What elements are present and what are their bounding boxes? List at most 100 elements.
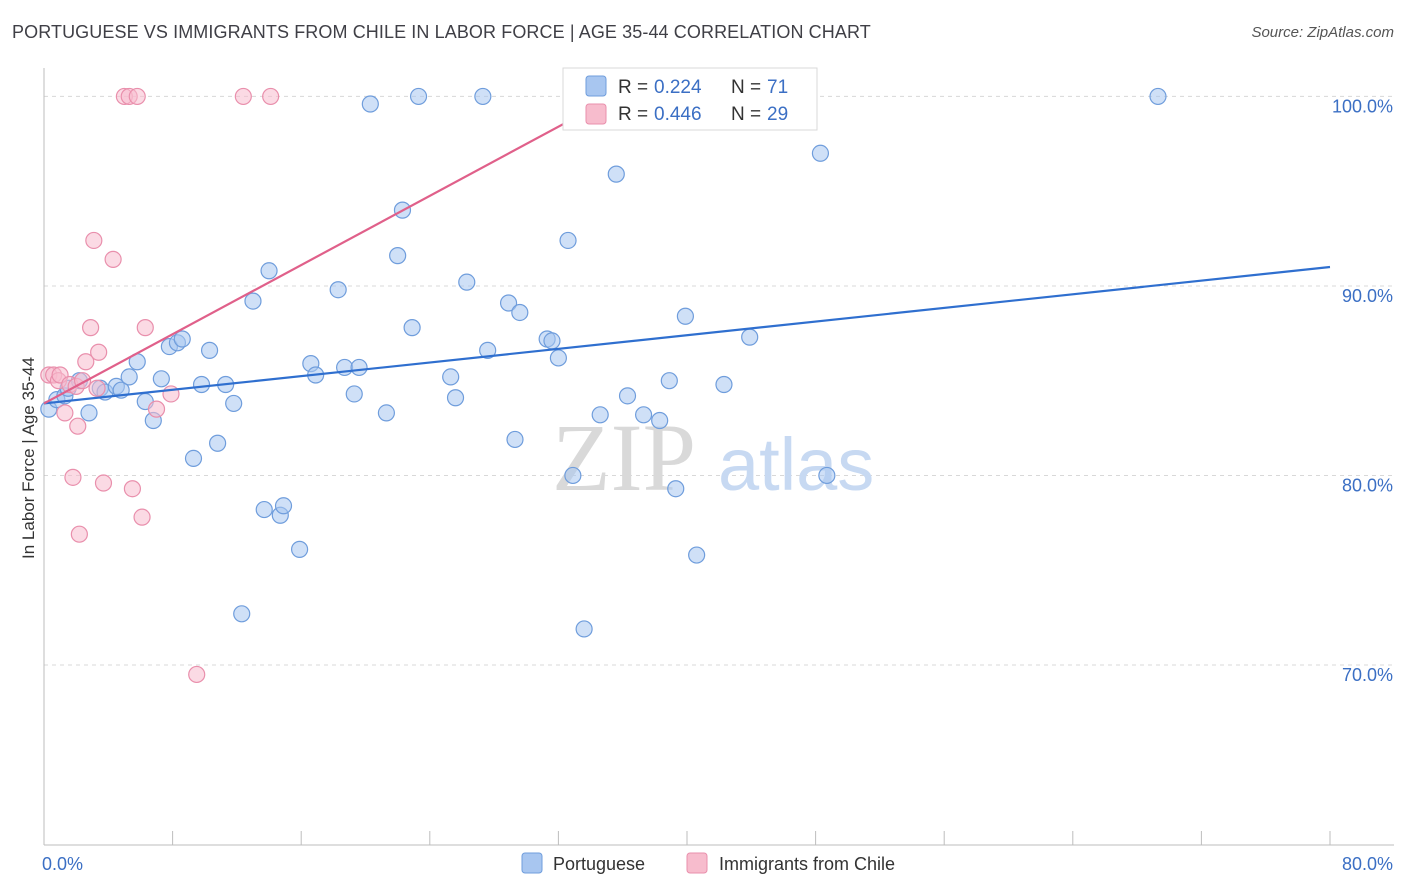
watermark-atlas: atlas	[718, 423, 874, 506]
legend-n-label-chile: N =	[731, 104, 761, 125]
x-axis-tick-labels: 0.0% 80.0%	[42, 854, 1393, 874]
y-axis-tick-labels: 100.0% 90.0% 80.0% 70.0%	[1332, 96, 1393, 685]
point-chile-28	[262, 87, 280, 106]
point-portuguese-35	[345, 385, 363, 403]
legend-swatch-chile	[585, 103, 607, 125]
point-chile-4	[56, 404, 74, 422]
point-portuguese-41	[403, 319, 421, 337]
y-tick-label-3: 70.0%	[1342, 665, 1393, 685]
legend-box: R = 0.224 N = 71 R = 0.446 N = 29	[562, 67, 818, 131]
point-chile-21	[128, 87, 146, 106]
point-chile-26	[188, 665, 206, 684]
point-portuguese-27	[260, 262, 278, 280]
point-portuguese-45	[458, 273, 476, 291]
point-portuguese-46	[474, 87, 492, 106]
point-portuguese-48	[499, 294, 518, 312]
point-portuguese-14	[152, 370, 170, 388]
point-portuguese-62	[660, 372, 678, 390]
point-portuguese-44	[446, 389, 465, 407]
legend-r-value-portuguese: 0.224	[654, 77, 702, 98]
point-portuguese-63	[667, 480, 685, 498]
bottom-legend-label-chile: Immigrants from Chile	[719, 854, 895, 874]
point-portuguese-39	[389, 247, 407, 265]
point-portuguese-65	[688, 546, 706, 564]
point-portuguese-67	[741, 328, 759, 346]
point-portuguese-47	[479, 341, 497, 359]
point-portuguese-69	[818, 466, 836, 485]
point-portuguese-29	[274, 497, 293, 515]
point-portuguese-66	[715, 375, 733, 394]
trend-lines	[43, 95, 1331, 405]
y-axis-label: In Labor Force | Age 35-44	[19, 357, 38, 559]
y-tick-label-0: 100.0%	[1332, 96, 1393, 116]
bottom-legend-swatch-chile	[686, 852, 708, 874]
point-portuguese-64	[676, 307, 694, 325]
bottom-legend-swatch-portuguese	[521, 852, 543, 874]
point-chile-11	[77, 353, 95, 371]
point-chile-27	[234, 87, 252, 106]
point-portuguese-38	[377, 404, 395, 422]
point-portuguese-56	[575, 620, 593, 638]
point-portuguese-58	[607, 165, 625, 183]
point-chile-14	[88, 379, 106, 397]
point-portuguese-17	[173, 330, 191, 348]
x-tick-label-1: 80.0%	[1342, 854, 1393, 874]
x-axis-ticks	[172, 831, 1331, 845]
point-portuguese-30	[290, 540, 309, 558]
point-chile-6	[64, 468, 82, 486]
trend-line-chile	[43, 95, 616, 405]
series-chile-points	[40, 87, 280, 684]
point-chile-23	[136, 319, 154, 337]
point-chile-17	[104, 250, 122, 269]
point-portuguese-24	[233, 605, 251, 623]
point-portuguese-20	[200, 341, 219, 359]
point-chile-20	[123, 480, 142, 498]
trend-line-portuguese	[43, 265, 1331, 405]
point-portuguese-61	[651, 411, 669, 430]
chart-title: PORTUGUESE VS IMMIGRANTS FROM CHILE IN L…	[12, 22, 871, 42]
axes	[43, 68, 1394, 846]
point-chile-8	[69, 417, 87, 435]
point-chile-22	[133, 508, 151, 526]
point-portuguese-68	[811, 144, 830, 162]
bottom-legend-label-portuguese: Portuguese	[553, 854, 645, 874]
point-portuguese-5	[80, 404, 98, 422]
point-portuguese-25	[244, 292, 262, 310]
legend-swatch-portuguese	[585, 75, 607, 97]
point-portuguese-43	[442, 368, 460, 386]
point-portuguese-23	[225, 394, 243, 413]
legend-n-value-chile: 29	[767, 104, 788, 125]
chart-source: Source: ZipAtlas.com	[1251, 24, 1394, 41]
point-chile-12	[82, 319, 100, 337]
point-portuguese-37	[361, 95, 379, 113]
point-portuguese-36	[350, 358, 368, 377]
legend-n-value-portuguese: 71	[767, 77, 788, 98]
point-chile-15	[90, 343, 108, 361]
point-portuguese-49	[506, 430, 524, 449]
series-portuguese-points	[40, 87, 1167, 638]
legend-r-value-chile: 0.446	[654, 104, 702, 125]
point-portuguese-59	[618, 387, 637, 405]
point-portuguese-19	[192, 375, 211, 394]
x-tick-label-0: 0.0%	[42, 854, 83, 874]
legend-r-label-chile: R =	[618, 104, 648, 125]
legend-r-label-portuguese: R =	[618, 77, 648, 98]
bottom-legend: Portuguese Immigrants from Chile	[521, 852, 895, 874]
point-portuguese-57	[591, 406, 609, 424]
point-chile-13	[85, 231, 103, 250]
point-portuguese-18	[184, 449, 203, 467]
point-portuguese-50	[511, 303, 529, 322]
point-portuguese-54	[559, 231, 577, 250]
point-portuguese-55	[564, 466, 582, 485]
point-portuguese-10	[120, 368, 138, 386]
point-chile-16	[94, 474, 113, 492]
point-portuguese-70	[1149, 87, 1167, 106]
y-tick-label-2: 80.0%	[1342, 475, 1393, 495]
point-portuguese-60	[634, 406, 653, 424]
point-chile-9	[70, 525, 88, 543]
y-tick-label-1: 90.0%	[1342, 286, 1393, 306]
point-portuguese-26	[255, 500, 273, 519]
point-portuguese-42	[409, 87, 428, 106]
point-portuguese-52	[543, 332, 561, 350]
